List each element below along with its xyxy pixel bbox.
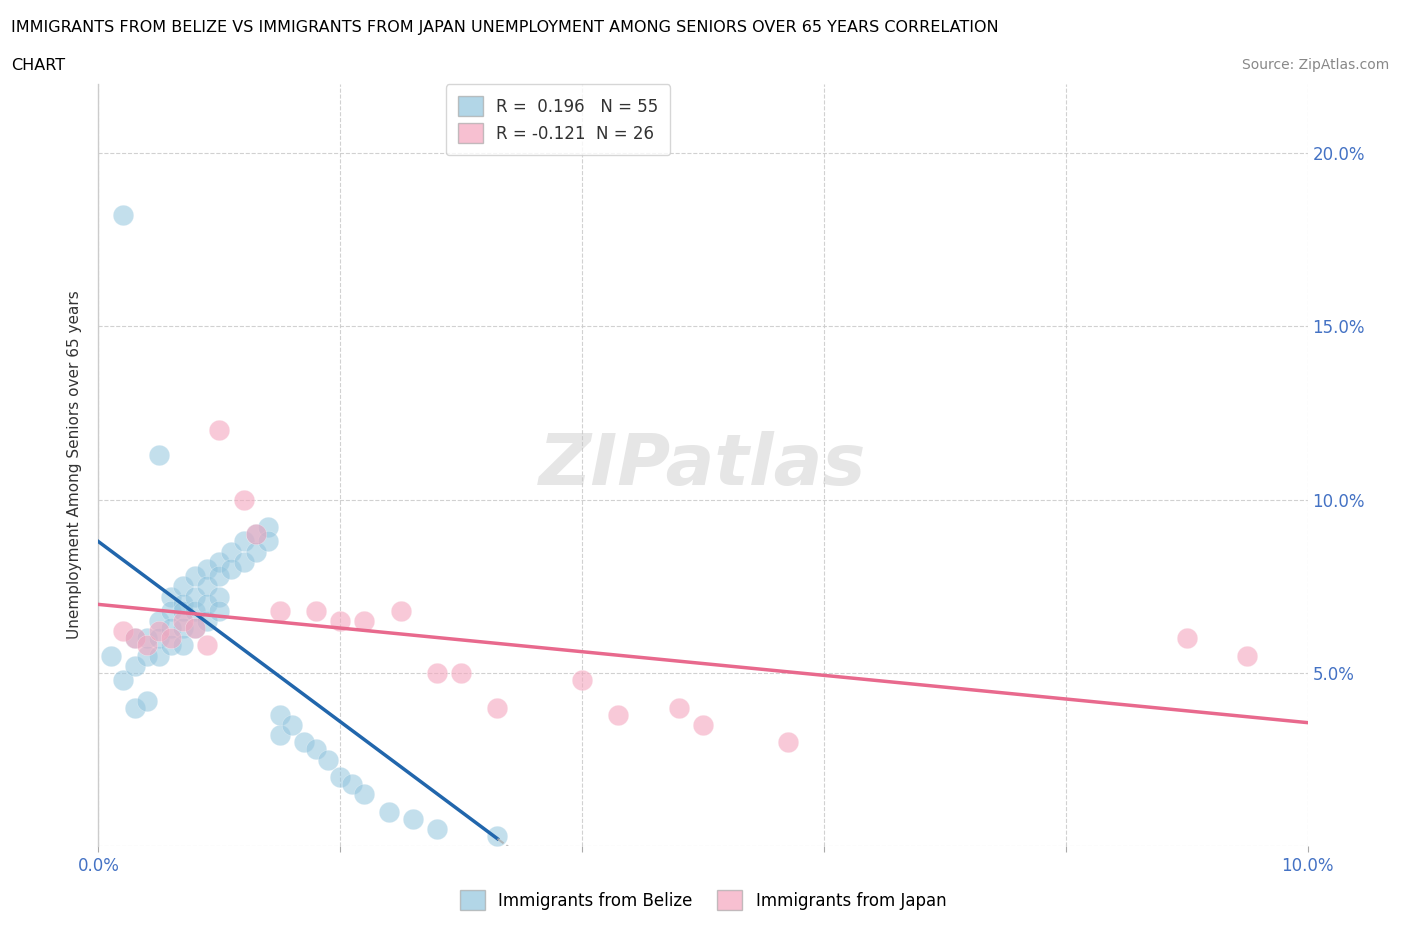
Point <box>377 804 399 819</box>
Point <box>221 544 243 559</box>
Point <box>148 614 170 629</box>
Point <box>426 666 449 681</box>
Point <box>135 693 157 708</box>
Point <box>111 672 134 687</box>
Point <box>172 620 194 635</box>
Point <box>571 672 593 687</box>
Point <box>776 735 799 750</box>
Point <box>124 631 146 645</box>
Point <box>195 638 218 653</box>
Point <box>172 638 194 653</box>
Point <box>486 829 509 844</box>
Point <box>245 527 267 542</box>
Legend: Immigrants from Belize, Immigrants from Japan: Immigrants from Belize, Immigrants from … <box>453 884 953 917</box>
Point <box>208 604 231 618</box>
Point <box>148 631 170 645</box>
Point <box>195 596 218 611</box>
Point <box>329 769 352 784</box>
Point <box>184 590 207 604</box>
Point <box>195 562 218 577</box>
Point <box>426 821 449 836</box>
Point <box>305 742 328 757</box>
Point <box>329 614 352 629</box>
Point <box>342 777 364 791</box>
Point <box>208 554 231 569</box>
Point <box>135 648 157 663</box>
Point <box>668 700 690 715</box>
Point <box>486 700 509 715</box>
Point <box>208 423 231 438</box>
Point <box>232 534 254 549</box>
Point <box>232 492 254 507</box>
Point <box>184 620 207 635</box>
Point <box>195 578 218 593</box>
Point <box>160 620 183 635</box>
Point <box>135 631 157 645</box>
Point <box>208 568 231 583</box>
Text: Source: ZipAtlas.com: Source: ZipAtlas.com <box>1241 58 1389 72</box>
Point <box>269 707 291 722</box>
Point <box>1236 648 1258 663</box>
Point <box>292 735 315 750</box>
Point <box>208 590 231 604</box>
Point <box>124 700 146 715</box>
Point <box>111 208 134 223</box>
Point <box>160 638 183 653</box>
Point <box>389 604 412 618</box>
Point <box>124 658 146 673</box>
Point <box>245 544 267 559</box>
Point <box>353 787 375 802</box>
Point <box>281 718 304 733</box>
Point <box>316 752 339 767</box>
Point <box>184 604 207 618</box>
Point <box>172 578 194 593</box>
Point <box>148 447 170 462</box>
Point <box>100 648 122 663</box>
Point <box>172 604 194 618</box>
Point <box>353 614 375 629</box>
Point <box>160 631 183 645</box>
Point <box>195 614 218 629</box>
Point <box>135 638 157 653</box>
Point <box>607 707 630 722</box>
Text: IMMIGRANTS FROM BELIZE VS IMMIGRANTS FROM JAPAN UNEMPLOYMENT AMONG SENIORS OVER : IMMIGRANTS FROM BELIZE VS IMMIGRANTS FRO… <box>11 20 998 35</box>
Point <box>256 534 278 549</box>
Text: CHART: CHART <box>11 58 65 73</box>
Point <box>148 648 170 663</box>
Point <box>232 554 254 569</box>
Point <box>305 604 328 618</box>
Point <box>692 718 714 733</box>
Text: ZIPatlas: ZIPatlas <box>540 431 866 499</box>
Point <box>184 620 207 635</box>
Point <box>402 811 425 826</box>
Point <box>256 520 278 535</box>
Y-axis label: Unemployment Among Seniors over 65 years: Unemployment Among Seniors over 65 years <box>67 291 83 640</box>
Point <box>160 590 183 604</box>
Point <box>124 631 146 645</box>
Point <box>148 624 170 639</box>
Point <box>450 666 472 681</box>
Point <box>111 624 134 639</box>
Point <box>184 568 207 583</box>
Point <box>269 728 291 743</box>
Legend: R =  0.196   N = 55, R = -0.121  N = 26: R = 0.196 N = 55, R = -0.121 N = 26 <box>446 85 669 155</box>
Point <box>172 596 194 611</box>
Point <box>221 562 243 577</box>
Point <box>160 604 183 618</box>
Point <box>1175 631 1198 645</box>
Point <box>269 604 291 618</box>
Point <box>172 614 194 629</box>
Point <box>245 527 267 542</box>
